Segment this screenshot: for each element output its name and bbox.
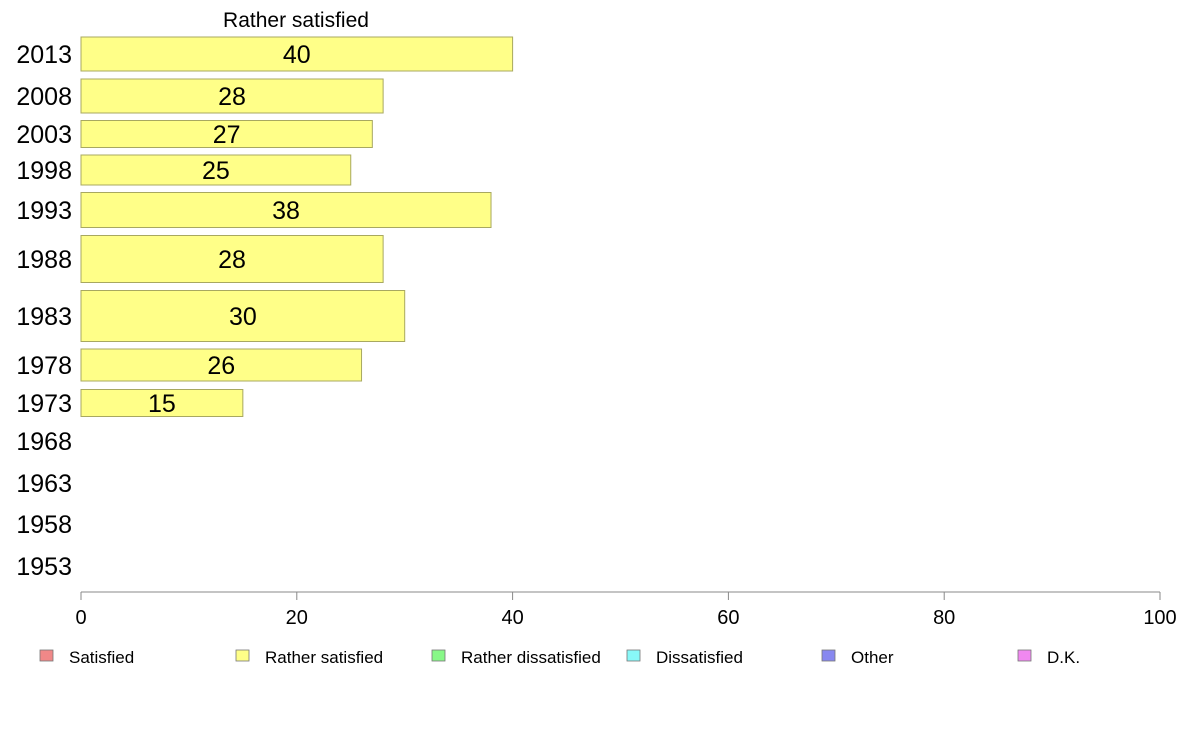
category-label: 1998 — [16, 157, 72, 185]
legend-label: Other — [851, 648, 894, 667]
category-label: 1988 — [16, 246, 72, 274]
bar-value-label: 15 — [148, 390, 176, 418]
bar — [80, 78, 384, 114]
legend-swatch — [821, 649, 836, 662]
bar — [80, 36, 514, 72]
bar — [80, 290, 406, 342]
category-label: 2008 — [16, 83, 72, 111]
legend-label: Rather satisfied — [265, 648, 383, 667]
category-label: 1983 — [16, 303, 72, 331]
bar — [80, 389, 244, 417]
category-label: 1973 — [16, 390, 72, 418]
category-label: 1958 — [16, 511, 72, 539]
legend-swatch — [235, 649, 250, 662]
bar — [80, 235, 384, 283]
legend-label: Dissatisfied — [656, 648, 743, 667]
bar-value-label: 27 — [213, 121, 241, 149]
category-label: 1993 — [16, 197, 72, 225]
category-labels: 2013 2008 2003 1998 1993 1988 1983 1978 1973 1968… — [16, 41, 72, 581]
x-axis: 0 20 40 60 80 100 — [75, 591, 1177, 629]
legend-swatch — [431, 649, 446, 662]
x-tick-label: 40 — [501, 607, 523, 629]
x-tick-label: 0 — [75, 607, 86, 629]
chart-title: Rather satisfied — [223, 9, 369, 32]
bars-group: 40 28 27 25 38 28 30 26 15 — [80, 36, 514, 418]
category-label: 1968 — [16, 428, 72, 456]
legend-swatch — [626, 649, 641, 662]
legend-swatch — [39, 649, 54, 662]
x-tick-label: 20 — [286, 607, 308, 629]
bar — [80, 120, 373, 148]
bar-value-label: 38 — [272, 197, 300, 225]
legend-label: Rather dissatisfied — [461, 648, 601, 667]
bar — [80, 348, 363, 382]
bar-value-label: 40 — [283, 41, 311, 69]
x-tick-label: 100 — [1143, 607, 1176, 629]
category-label: 1978 — [16, 352, 72, 380]
category-label: 2013 — [16, 41, 72, 69]
bar — [80, 154, 352, 186]
bar — [80, 192, 492, 228]
x-tick-label: 80 — [933, 607, 955, 629]
category-label: 2003 — [16, 121, 72, 149]
bar-value-label: 30 — [229, 303, 257, 331]
x-tick-label: 60 — [717, 607, 739, 629]
legend-label: D.K. — [1047, 648, 1080, 667]
category-label: 1953 — [16, 553, 72, 581]
legend-swatch — [1017, 649, 1032, 662]
legend: Satisfied Rather satisfied Rather dissatis… — [39, 648, 1080, 667]
bar-value-label: 28 — [218, 83, 246, 111]
legend-label: Satisfied — [69, 648, 134, 667]
bar-value-label: 25 — [202, 157, 230, 185]
category-label: 1963 — [16, 470, 72, 498]
bar-value-label: 28 — [218, 246, 246, 274]
bar-value-label: 26 — [207, 352, 235, 380]
